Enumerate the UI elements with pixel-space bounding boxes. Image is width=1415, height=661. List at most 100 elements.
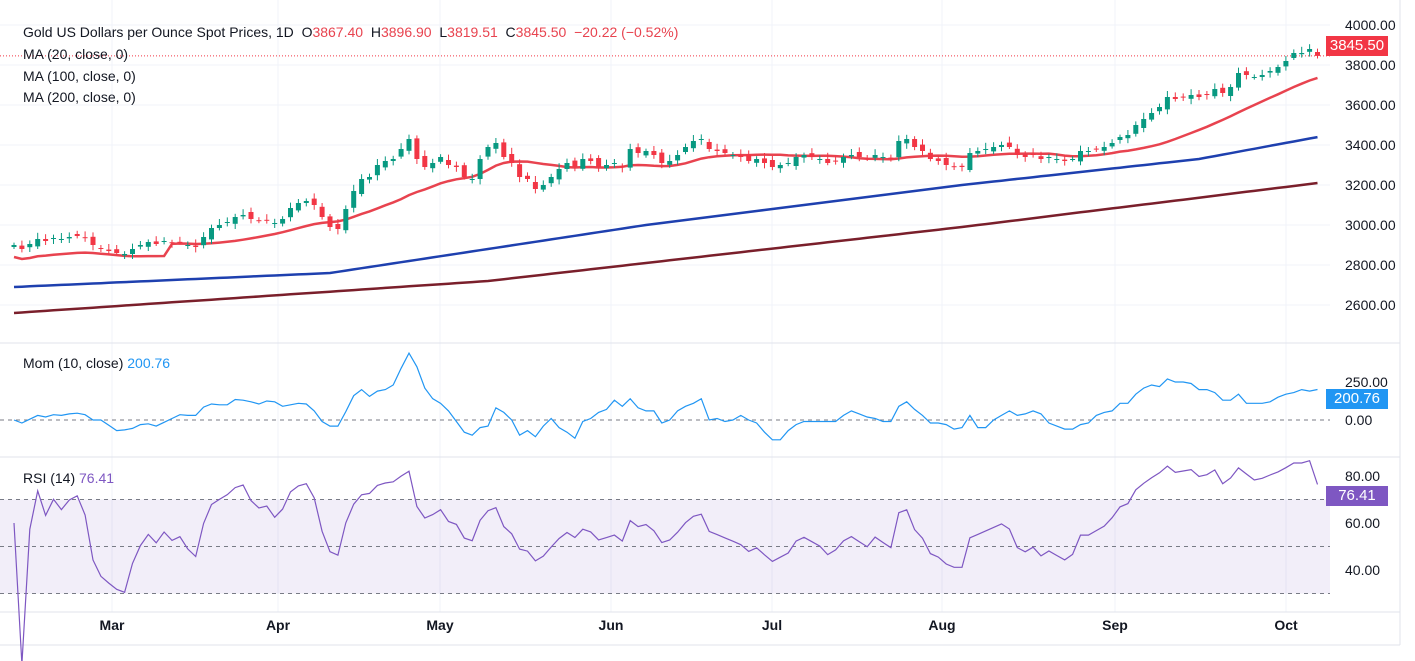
price-tick-label: 3600.00 [1345, 97, 1396, 113]
candle-body [627, 149, 633, 168]
mom-legend[interactable]: Mom (10, close) 200.76 [23, 355, 170, 371]
candle-body [1267, 71, 1273, 73]
rsi-tick-label: 40.00 [1345, 562, 1380, 578]
candle-body [82, 237, 88, 239]
candle-body [738, 155, 744, 157]
price-tick-label: 2800.00 [1345, 257, 1396, 273]
ma200-legend[interactable]: MA (200, close, 0) [23, 89, 136, 105]
candle-body [604, 165, 609, 169]
candle-body [335, 224, 341, 229]
mom-value-tag: 200.76 [1326, 389, 1388, 409]
candle-body [943, 158, 949, 165]
candle-body [430, 163, 436, 169]
candle-body [311, 198, 317, 205]
candle-body [1188, 95, 1194, 99]
candle-body [177, 241, 183, 243]
candle-body [975, 151, 981, 154]
candle-body [1125, 135, 1131, 139]
candle-body [920, 144, 925, 151]
price-tick-label: 3000.00 [1345, 217, 1396, 233]
candle-body [651, 151, 657, 155]
momentum-line [13, 351, 1318, 441]
ma100-legend[interactable]: MA (100, close, 0) [23, 68, 136, 84]
x-axis-label: Apr [266, 617, 291, 633]
x-axis-label: Jun [599, 617, 624, 633]
candle-body [35, 239, 41, 247]
candle-body [817, 159, 823, 160]
candle-body [722, 149, 728, 153]
candle-body [130, 249, 135, 254]
candle-body [1299, 53, 1305, 55]
candle-body [548, 177, 554, 184]
candle-body [1243, 71, 1249, 75]
candle-body [935, 158, 941, 161]
mom-tick-label: 0.00 [1345, 412, 1372, 428]
candle-body [525, 175, 530, 179]
candle-body [667, 161, 673, 165]
x-axis-label: Mar [100, 617, 125, 633]
open-label: O [301, 24, 313, 40]
candle-body [406, 139, 412, 151]
candle-body [1212, 89, 1218, 97]
candle-body [1141, 119, 1147, 128]
candle-body [446, 160, 451, 165]
x-axis-label: May [426, 617, 453, 633]
candle-body [1030, 154, 1036, 155]
candle-body [825, 159, 831, 163]
candle-body [256, 220, 262, 222]
candle-body [58, 239, 64, 240]
candle-body [1014, 148, 1020, 155]
candle-body [1283, 61, 1289, 67]
candle-body [540, 185, 546, 190]
ma20-line [13, 76, 1318, 261]
candle-body [1315, 52, 1320, 56]
candle-body [469, 179, 475, 180]
candle-body [841, 157, 846, 163]
candle-body [90, 236, 96, 245]
candle-body [145, 242, 151, 247]
candle-body [588, 158, 594, 161]
candle-body [1101, 147, 1107, 151]
price-tick-label: 4000.00 [1345, 17, 1396, 33]
price-tick-label: 3200.00 [1345, 177, 1396, 193]
rsi-label: RSI (14) [23, 470, 76, 486]
candle-body [959, 165, 965, 167]
candle-body [927, 152, 933, 159]
ma20-legend[interactable]: MA (20, close, 0) [23, 46, 129, 62]
candle-body [66, 237, 72, 239]
candle-body [872, 155, 878, 158]
candle-body [1291, 53, 1297, 58]
candle-body [564, 163, 570, 169]
rsi-tick-label: 60.00 [1345, 515, 1380, 531]
candle-body [359, 179, 365, 194]
candle-body [659, 152, 665, 163]
candle-body [611, 163, 617, 164]
candle-body [161, 241, 167, 242]
candle-body [698, 139, 704, 140]
candle-body [1006, 142, 1012, 147]
candle-body [1054, 159, 1060, 160]
candle-body [912, 139, 918, 147]
rsi-legend[interactable]: RSI (14) 76.41 [23, 470, 114, 486]
candle-body [769, 160, 775, 167]
candle-body [501, 142, 507, 157]
candle-body [193, 245, 199, 247]
close-value: 3845.50 [515, 24, 567, 40]
candle-body [635, 147, 641, 153]
candle-body [864, 158, 870, 160]
candle-body [1078, 151, 1083, 162]
candle-body [1062, 159, 1068, 161]
high-label: H [370, 24, 381, 40]
rsi-value: 76.41 [79, 470, 115, 486]
candle-body [509, 154, 515, 163]
candle-body [169, 242, 175, 244]
candle-body [288, 208, 293, 218]
candle-body [374, 165, 380, 176]
high-value: 3896.90 [380, 24, 432, 40]
candle-body [19, 245, 25, 249]
candle-body [1196, 94, 1202, 97]
candle-body [793, 157, 799, 166]
candle-body [1022, 154, 1028, 157]
